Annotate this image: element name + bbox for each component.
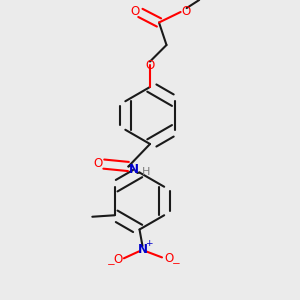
Text: +: + — [146, 239, 153, 248]
Text: O: O — [182, 4, 190, 18]
Text: N: N — [129, 163, 139, 176]
Text: O: O — [94, 157, 103, 170]
Text: −: − — [107, 260, 116, 270]
Text: −: − — [172, 259, 181, 269]
Text: O: O — [114, 253, 123, 266]
Text: O: O — [130, 5, 140, 18]
Text: O: O — [146, 59, 154, 72]
Text: H: H — [142, 167, 151, 177]
Text: N: N — [137, 243, 148, 256]
Text: O: O — [164, 252, 173, 265]
